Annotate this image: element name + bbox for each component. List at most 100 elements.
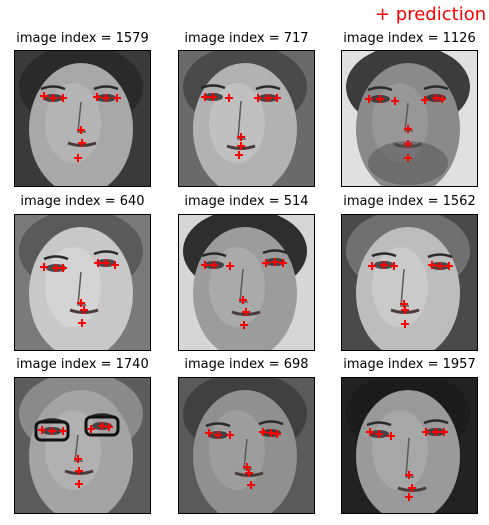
legend-prediction-label: + prediction	[375, 4, 487, 25]
prediction-marker	[40, 263, 48, 271]
prediction-marker	[48, 427, 56, 435]
prediction-marker	[201, 93, 209, 101]
prediction-marker	[421, 96, 429, 104]
panel-title: image index = 1562	[343, 194, 476, 209]
prediction-marker	[391, 97, 399, 105]
prediction-marker	[405, 471, 413, 479]
right-eyebrow	[93, 85, 119, 91]
prediction-marker	[78, 139, 86, 147]
right-eyebrow	[427, 253, 453, 259]
prediction-marker	[376, 95, 384, 103]
panel-title: image index = 514	[184, 194, 309, 209]
prediction-marker	[214, 431, 222, 439]
face-photo	[179, 378, 314, 513]
prediction-marker	[77, 126, 85, 134]
left-eyebrow	[200, 84, 226, 90]
prediction-marker	[77, 299, 85, 307]
nose	[405, 437, 414, 478]
prediction-marker	[59, 94, 67, 102]
prediction-marker	[259, 428, 267, 436]
right-eyebrow	[93, 250, 119, 256]
prediction-marker	[436, 262, 444, 270]
prediction-marker	[401, 306, 409, 314]
nose	[400, 268, 409, 307]
left-eyebrow	[371, 252, 397, 258]
prediction-marker	[113, 94, 121, 102]
face-photo	[342, 378, 477, 513]
face-highlight	[45, 247, 101, 327]
face-highlight	[372, 247, 428, 327]
right-eyebrow	[258, 420, 284, 426]
nose	[77, 271, 86, 306]
face-image-panel	[341, 377, 478, 514]
prediction-marker	[390, 262, 398, 270]
face	[356, 227, 460, 350]
prediction-marker	[75, 480, 83, 488]
prediction-marker	[239, 296, 247, 304]
prediction-marker	[405, 493, 413, 501]
prediction-marker	[271, 258, 279, 266]
prediction-marker	[242, 308, 250, 316]
glasses-left	[34, 420, 70, 442]
right-eyebrow	[255, 85, 281, 91]
prediction-marker	[401, 320, 409, 328]
prediction-marker	[38, 426, 46, 434]
prediction-marker	[94, 259, 102, 267]
prediction-marker	[98, 422, 106, 430]
left-eyebrow	[205, 422, 231, 428]
prediction-marker	[440, 428, 448, 436]
prediction-marker	[49, 94, 57, 102]
prediction-marker	[105, 423, 113, 431]
nose	[239, 268, 248, 303]
prediction-marker	[254, 94, 262, 102]
panel-title: image index = 698	[184, 357, 309, 372]
panel-title: image index = 717	[184, 31, 309, 46]
prediction-marker	[78, 319, 86, 327]
prediction-marker	[74, 154, 82, 162]
prediction-marker	[59, 264, 67, 272]
face-image-panel	[341, 50, 478, 187]
right-eyebrow	[423, 419, 449, 425]
prediction-marker	[226, 262, 234, 270]
prediction-marker	[245, 469, 253, 477]
panel-title: image index = 1126	[343, 31, 476, 46]
face-highlight	[209, 247, 265, 327]
prediction-marker	[264, 94, 272, 102]
beard	[368, 141, 448, 185]
prediction-marker	[380, 261, 388, 269]
glasses-right	[84, 415, 120, 437]
prediction-marker	[201, 261, 209, 269]
face	[193, 227, 297, 350]
right-eyebrow	[262, 249, 288, 255]
prediction-marker	[273, 94, 281, 102]
prediction-marker	[243, 463, 251, 471]
face-image-panel	[178, 377, 315, 514]
prediction-marker	[235, 151, 243, 159]
face-photo	[342, 51, 477, 186]
face-photo	[15, 378, 150, 513]
face-highlight	[209, 410, 265, 490]
prediction-marker	[80, 306, 88, 314]
face-image-panel	[14, 50, 151, 187]
face-image-panel	[178, 50, 315, 187]
prediction-marker	[111, 261, 119, 269]
nose	[74, 434, 83, 462]
prediction-marker	[237, 142, 245, 150]
prediction-marker	[74, 455, 82, 463]
prediction-marker	[75, 467, 83, 475]
left-eyebrow	[40, 85, 66, 91]
prediction-marker	[102, 94, 110, 102]
prediction-marker	[404, 154, 412, 162]
face-highlight	[209, 83, 265, 163]
prediction-marker	[52, 264, 60, 272]
face-highlight	[45, 83, 101, 163]
left-eyebrow	[43, 255, 69, 261]
face-image-panel	[178, 214, 315, 351]
prediction-marker	[226, 431, 234, 439]
face-image-panel	[14, 377, 151, 514]
prediction-marker	[205, 429, 213, 437]
face-photo	[179, 51, 314, 186]
face-photo	[342, 215, 477, 350]
face-highlight	[372, 410, 428, 490]
panel-title: image index = 1740	[16, 357, 149, 372]
